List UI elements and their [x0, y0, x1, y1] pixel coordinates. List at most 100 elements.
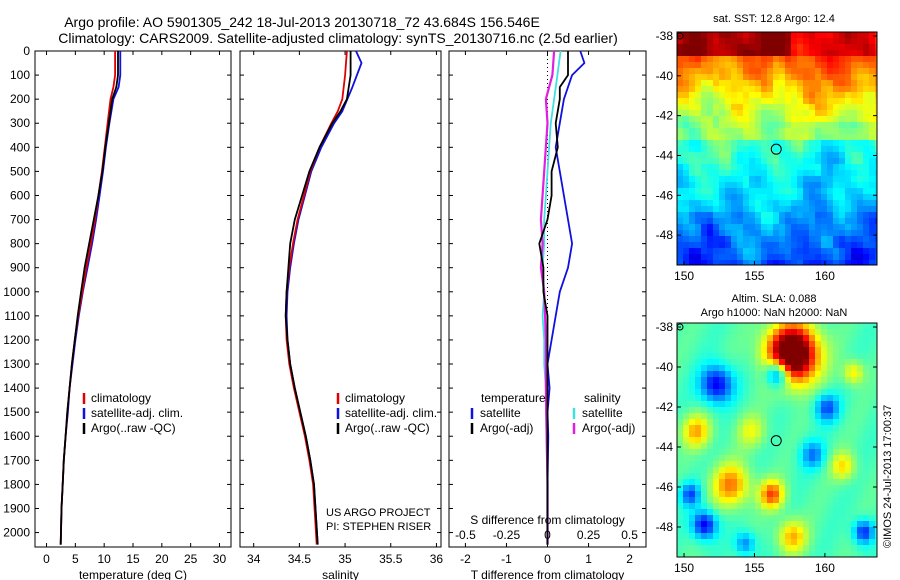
map-cell	[809, 407, 816, 414]
map-cell	[737, 515, 744, 522]
map-cell	[767, 68, 774, 75]
map-cell	[779, 206, 786, 213]
map-cell	[677, 353, 684, 360]
map-cell	[839, 407, 846, 414]
x-tick-label: -2	[460, 552, 471, 566]
map-cell	[737, 377, 744, 384]
series-argo-line	[59, 51, 119, 545]
map-cell	[875, 461, 878, 468]
map-cell	[815, 371, 822, 378]
map-cell	[737, 212, 744, 219]
map-cell	[695, 353, 702, 360]
map-cell	[689, 146, 696, 153]
map-cell	[827, 515, 834, 522]
map-cell	[743, 509, 750, 516]
map-cell	[749, 533, 756, 540]
map-cell	[803, 182, 810, 189]
map-cell	[755, 128, 762, 135]
map-cell	[875, 248, 878, 255]
map-cell	[851, 206, 858, 213]
map-cell	[701, 533, 708, 540]
map-cell	[677, 323, 684, 330]
map-cell	[773, 170, 780, 177]
map-cell	[779, 551, 786, 558]
map-cell	[773, 188, 780, 195]
map-cell	[851, 425, 858, 432]
map-cell	[677, 230, 684, 237]
map-cell	[695, 347, 702, 354]
map-cell	[875, 80, 878, 87]
map-cell	[797, 56, 804, 63]
map-cell	[725, 323, 732, 330]
map-cell	[737, 509, 744, 516]
map-cell	[803, 323, 810, 330]
map-cell	[725, 353, 732, 360]
map-cell	[869, 461, 876, 468]
map-cell	[857, 128, 864, 135]
map-cell	[773, 335, 780, 342]
map-cell	[743, 56, 750, 63]
map-cell	[875, 485, 878, 492]
map-cell	[701, 188, 708, 195]
map-cell	[755, 188, 762, 195]
map-cell	[773, 437, 780, 444]
map-cell	[761, 254, 768, 261]
y-tick-label: 200	[10, 92, 30, 106]
map-cell	[827, 116, 834, 123]
map-cell	[833, 86, 840, 93]
map-cell	[755, 80, 762, 87]
map-cell	[773, 551, 780, 558]
map-cell	[869, 545, 876, 552]
map-cell	[857, 359, 864, 366]
map-cell	[719, 110, 726, 117]
map-cell	[749, 146, 756, 153]
x-tick-label: 155	[744, 561, 764, 575]
map-cell	[731, 152, 738, 159]
map-cell	[833, 128, 840, 135]
map-cell	[707, 347, 714, 354]
map-cell	[779, 218, 786, 225]
map-cell	[863, 431, 870, 438]
map-cell	[809, 236, 816, 243]
map-cell	[785, 92, 792, 99]
map-cell	[845, 389, 852, 396]
map-cell	[731, 38, 738, 45]
map-cell	[743, 497, 750, 504]
s-tick-label: 0.5	[621, 528, 638, 542]
map-cell	[749, 527, 756, 534]
map-cell	[875, 407, 878, 414]
map-cell	[803, 383, 810, 390]
map-cell	[695, 134, 702, 141]
map-cell	[695, 62, 702, 69]
map-cell	[761, 134, 768, 141]
series-sal-argo-line	[539, 50, 556, 545]
map-cell	[833, 38, 840, 45]
map-cell	[761, 509, 768, 516]
map-cell	[755, 62, 762, 69]
map-cell	[713, 74, 720, 81]
map-cell	[725, 467, 732, 474]
map-cell	[695, 383, 702, 390]
map-cell	[785, 323, 792, 330]
map-cell	[863, 353, 870, 360]
map-cell	[743, 32, 750, 39]
map-cell	[827, 188, 834, 195]
map-cell	[743, 533, 750, 540]
map-cell	[713, 224, 720, 231]
map-cell	[677, 68, 684, 75]
map-cell	[755, 515, 762, 522]
map-cell	[839, 329, 846, 336]
y-tick-label: -48	[656, 520, 674, 534]
map-cell	[689, 128, 696, 135]
map-cell	[821, 449, 828, 456]
map-cell	[869, 50, 876, 57]
map-cell	[743, 467, 750, 474]
map-cell	[767, 164, 774, 171]
map-cell	[761, 323, 768, 330]
map-cell	[875, 56, 878, 63]
map-cell	[731, 341, 738, 348]
map-cell	[827, 206, 834, 213]
map-cell	[719, 134, 726, 141]
map-cell	[749, 407, 756, 414]
